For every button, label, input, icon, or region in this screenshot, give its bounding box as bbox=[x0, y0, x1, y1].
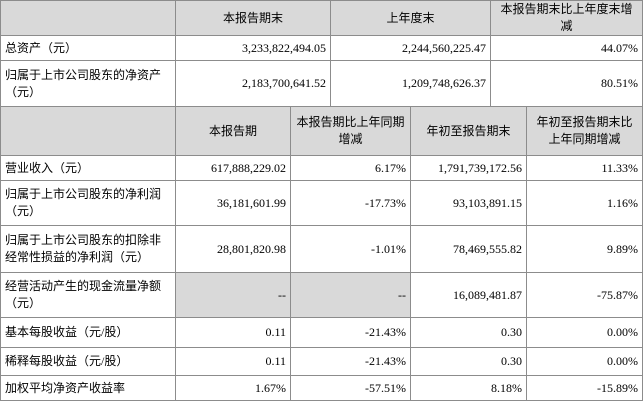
value-cell: -21.43% bbox=[290, 317, 411, 348]
value-cell: 44.07% bbox=[490, 35, 643, 61]
value-cell: -21.43% bbox=[290, 347, 411, 376]
table-row: 归属于上市公司股东的净资产（元） 2,183,700,641.52 1,209,74… bbox=[0, 60, 643, 107]
table-top: 本报告期末 上年度末 本报告期末比上年度末增减 总资产（元） 3,233,822,494… bbox=[0, 0, 643, 107]
value-cell: 0.11 bbox=[175, 317, 291, 348]
value-cell: -1.01% bbox=[290, 225, 411, 273]
value-cell: 0.00% bbox=[526, 347, 643, 376]
table-row: 稀释每股收益（元/股） 0.11 -21.43% 0.30 0.00% bbox=[0, 347, 643, 376]
value-cell: 2,183,700,641.52 bbox=[175, 60, 331, 107]
label-cell: 基本每股收益（元/股） bbox=[0, 317, 176, 348]
header-cell bbox=[0, 0, 176, 36]
value-cell: -75.87% bbox=[526, 272, 643, 318]
header-cell bbox=[0, 106, 176, 156]
value-cell: -15.89% bbox=[526, 375, 643, 401]
value-cell: -57.51% bbox=[290, 375, 411, 401]
value-cell: 1,209,748,626.37 bbox=[330, 60, 491, 107]
table-row: 归属于上市公司股东的净利润（元） 36,181,601.99 -17.73% 93,1… bbox=[0, 180, 643, 226]
value-cell: 3,233,822,494.05 bbox=[175, 35, 331, 61]
header-cell: 本报告期末比上年度末增减 bbox=[490, 0, 643, 36]
label-cell: 加权平均净资产收益率 bbox=[0, 375, 176, 401]
table-row: 基本每股收益（元/股） 0.11 -21.43% 0.30 0.00% bbox=[0, 317, 643, 348]
value-cell: -17.73% bbox=[290, 180, 411, 226]
table-row: 归属于上市公司股东的扣除非经常性损益的净利润（元） 28,801,820.98 -1… bbox=[0, 225, 643, 273]
value-cell: 28,801,820.98 bbox=[175, 225, 291, 273]
header-cell: 上年度末 bbox=[330, 0, 491, 36]
table-row: 营业收入（元） 617,888,229.02 6.17% 1,791,739,172.… bbox=[0, 155, 643, 181]
label-cell: 归属于上市公司股东的净资产（元） bbox=[0, 60, 176, 107]
value-cell: 16,089,481.87 bbox=[410, 272, 527, 318]
value-cell: 80.51% bbox=[490, 60, 643, 107]
value-cell: 8.18% bbox=[410, 375, 527, 401]
value-cell: 1.67% bbox=[175, 375, 291, 401]
table-row: 总资产（元） 3,233,822,494.05 2,244,560,225.47 44… bbox=[0, 35, 643, 61]
value-cell: 36,181,601.99 bbox=[175, 180, 291, 226]
table-row: 经营活动产生的现金流量净额（元） -- -- 16,089,481.87 -75.87% bbox=[0, 272, 643, 318]
value-cell: 0.30 bbox=[410, 317, 527, 348]
header-row: 本报告期末 上年度末 本报告期末比上年度末增减 bbox=[0, 0, 643, 36]
value-cell: 0.00% bbox=[526, 317, 643, 348]
header-cell: 年初至报告期末比上年同期增减 bbox=[526, 106, 643, 156]
value-cell: 93,103,891.15 bbox=[410, 180, 527, 226]
value-cell: -- bbox=[290, 272, 411, 318]
header-cell: 本报告期比上年同期增减 bbox=[290, 106, 411, 156]
value-cell: 6.17% bbox=[290, 155, 411, 181]
value-cell: 2,244,560,225.47 bbox=[330, 35, 491, 61]
label-cell: 归属于上市公司股东的净利润（元） bbox=[0, 180, 176, 226]
label-cell: 稀释每股收益（元/股） bbox=[0, 347, 176, 376]
label-cell: 归属于上市公司股东的扣除非经常性损益的净利润（元） bbox=[0, 225, 176, 273]
label-cell: 总资产（元） bbox=[0, 35, 176, 61]
header-cell: 年初至报告期末 bbox=[410, 106, 527, 156]
value-cell: 0.30 bbox=[410, 347, 527, 376]
label-cell: 经营活动产生的现金流量净额（元） bbox=[0, 272, 176, 318]
value-cell: 617,888,229.02 bbox=[175, 155, 291, 181]
header-cell: 本报告期 bbox=[175, 106, 291, 156]
value-cell: 78,469,555.82 bbox=[410, 225, 527, 273]
value-cell: 0.11 bbox=[175, 347, 291, 376]
value-cell: 1,791,739,172.56 bbox=[410, 155, 527, 181]
value-cell: 1.16% bbox=[526, 180, 643, 226]
value-cell: -- bbox=[175, 272, 291, 318]
header-cell: 本报告期末 bbox=[175, 0, 331, 36]
table-bottom: 本报告期 本报告期比上年同期增减 年初至报告期末 年初至报告期末比上年同期增减 营业收入… bbox=[0, 106, 643, 401]
header-row: 本报告期 本报告期比上年同期增减 年初至报告期末 年初至报告期末比上年同期增减 bbox=[0, 106, 643, 156]
value-cell: 9.89% bbox=[526, 225, 643, 273]
table-row: 加权平均净资产收益率 1.67% -57.51% 8.18% -15.89% bbox=[0, 375, 643, 401]
label-cell: 营业收入（元） bbox=[0, 155, 176, 181]
value-cell: 11.33% bbox=[526, 155, 643, 181]
